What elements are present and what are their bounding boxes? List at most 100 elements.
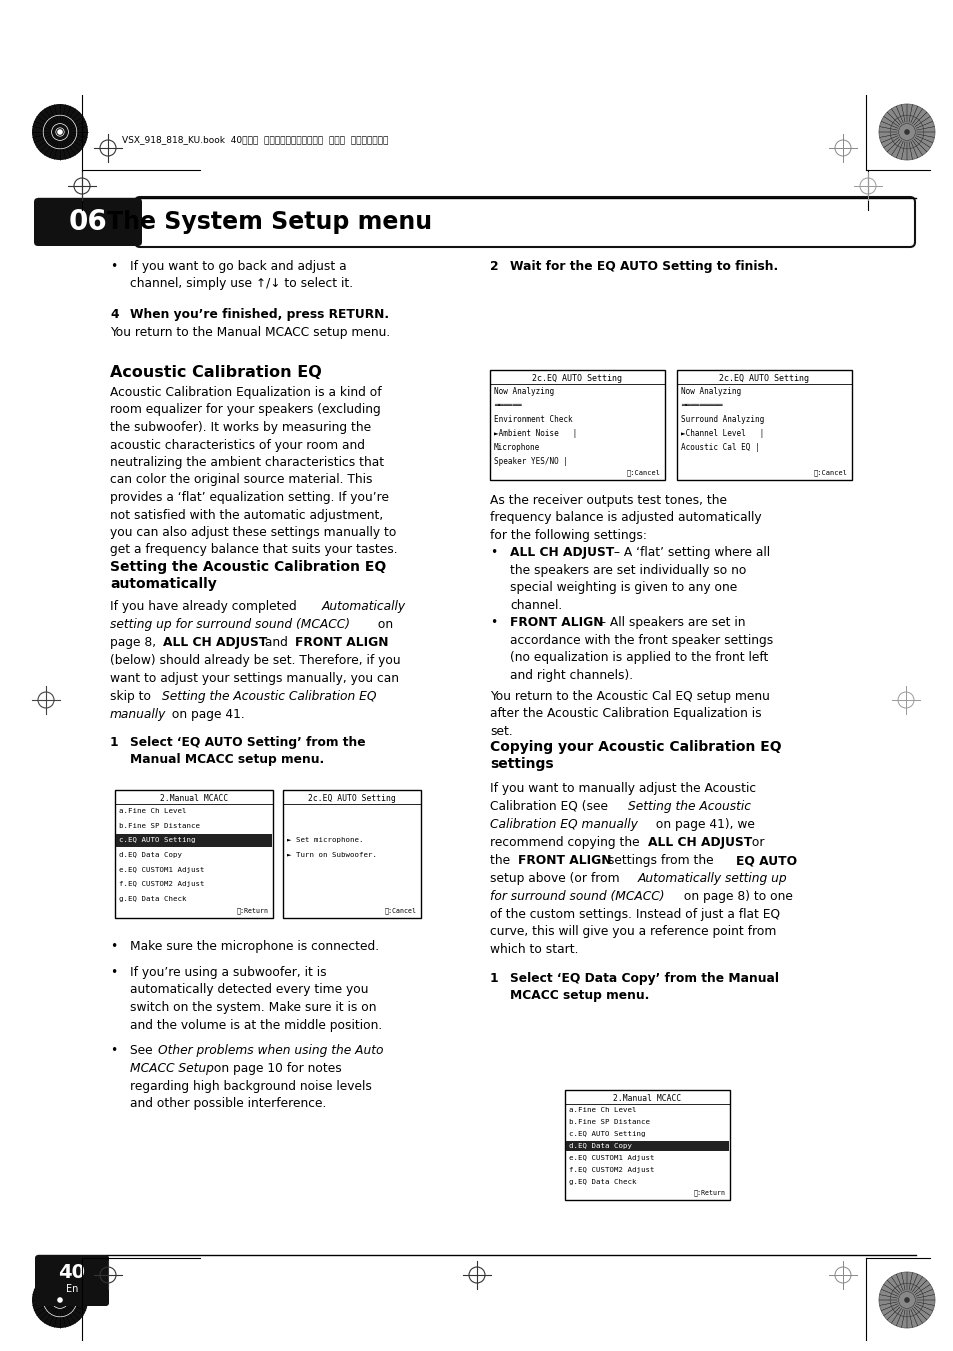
- Text: Acoustic Calibration Equalization is a kind of
room equalizer for your speakers : Acoustic Calibration Equalization is a k…: [110, 386, 397, 557]
- Text: Speaker YES/NO |: Speaker YES/NO |: [494, 457, 567, 466]
- Text: Wait for the EQ AUTO Setting to finish.: Wait for the EQ AUTO Setting to finish.: [510, 259, 778, 273]
- Text: If you want to go back and adjust a
channel, simply use ↑/↓ to select it.: If you want to go back and adjust a chan…: [130, 259, 353, 290]
- Text: •: •: [110, 940, 117, 952]
- Circle shape: [878, 104, 934, 159]
- Text: of the custom settings. Instead of just a flat EQ
curve, this will give you a re: of the custom settings. Instead of just …: [490, 908, 780, 957]
- Bar: [565, 1142, 728, 1151]
- Text: b.Fine SP Distance: b.Fine SP Distance: [119, 823, 200, 830]
- Text: g.EQ Data Check: g.EQ Data Check: [568, 1179, 636, 1185]
- Text: b.Fine SP Distance: b.Fine SP Distance: [568, 1119, 649, 1125]
- Text: •: •: [490, 616, 497, 630]
- Text: See: See: [130, 1044, 156, 1056]
- Text: Copying your Acoustic Calibration EQ
settings: Copying your Acoustic Calibration EQ set…: [490, 740, 781, 771]
- Text: Environment Check: Environment Check: [494, 415, 572, 423]
- Text: 2.Manual MCACC: 2.Manual MCACC: [160, 794, 228, 802]
- Text: 2c.EQ AUTO Setting: 2c.EQ AUTO Setting: [532, 374, 622, 382]
- Text: or: or: [747, 836, 763, 848]
- Text: the speakers are set individually so no
special weighting is given to any one
ch: the speakers are set individually so no …: [510, 563, 745, 612]
- Bar: [115, 790, 273, 917]
- Text: ══════: ══════: [494, 400, 521, 409]
- Text: ⥥:Return: ⥥:Return: [693, 1189, 725, 1196]
- Text: c.EQ AUTO Setting: c.EQ AUTO Setting: [568, 1131, 645, 1138]
- Text: EQ AUTO: EQ AUTO: [735, 854, 797, 867]
- Text: ►Channel Level   |: ►Channel Level |: [680, 428, 763, 438]
- Text: 2c.EQ AUTO Setting: 2c.EQ AUTO Setting: [719, 374, 809, 382]
- Text: Setting the Acoustic: Setting the Acoustic: [627, 800, 750, 813]
- Text: settings from the: settings from the: [603, 854, 717, 867]
- Text: and: and: [261, 636, 292, 648]
- Text: If you’re using a subwoofer, it is
automatically detected every time you
switch : If you’re using a subwoofer, it is autom…: [130, 966, 382, 1032]
- Text: Now Analyzing: Now Analyzing: [680, 386, 740, 396]
- Text: •: •: [110, 966, 117, 979]
- Text: want to adjust your settings manually, you can: want to adjust your settings manually, y…: [110, 671, 398, 685]
- Text: The System Setup menu: The System Setup menu: [108, 209, 432, 234]
- Text: d.EQ Data Copy: d.EQ Data Copy: [568, 1143, 631, 1148]
- Text: Acoustic Calibration EQ: Acoustic Calibration EQ: [110, 365, 321, 380]
- Text: ALL CH ADJUST: ALL CH ADJUST: [647, 836, 752, 848]
- FancyBboxPatch shape: [34, 199, 142, 246]
- Text: Now Analyzing: Now Analyzing: [494, 386, 554, 396]
- Text: Microphone: Microphone: [494, 443, 539, 451]
- Text: on: on: [374, 617, 393, 631]
- Text: Make sure the microphone is connected.: Make sure the microphone is connected.: [130, 940, 378, 952]
- Text: ALL CH ADJUST: ALL CH ADJUST: [163, 636, 267, 648]
- Text: •: •: [110, 1044, 117, 1056]
- Text: MCACC Setup: MCACC Setup: [130, 1062, 213, 1075]
- Text: FRONT ALIGN: FRONT ALIGN: [517, 854, 611, 867]
- Text: As the receiver outputs test tones, the
frequency balance is adjusted automatica: As the receiver outputs test tones, the …: [490, 494, 760, 542]
- Text: If you have already completed: If you have already completed: [110, 600, 300, 613]
- Text: – All speakers are set in: – All speakers are set in: [596, 616, 744, 630]
- Text: a.Fine Ch Level: a.Fine Ch Level: [568, 1106, 636, 1113]
- Text: VSX_918_818_KU.book  40ページ  ２００７年１１月２８日  水曜日  午後６時５８分: VSX_918_818_KU.book 40ページ ２００７年１１月２８日 水曜…: [122, 135, 388, 145]
- Text: 4: 4: [110, 308, 118, 322]
- Text: FRONT ALIGN: FRONT ALIGN: [294, 636, 388, 648]
- Text: FRONT ALIGN: FRONT ALIGN: [510, 616, 603, 630]
- FancyBboxPatch shape: [135, 197, 914, 247]
- Text: setting up for surround sound (MCACC): setting up for surround sound (MCACC): [110, 617, 350, 631]
- Text: Select ‘EQ AUTO Setting’ from the
Manual MCACC setup menu.: Select ‘EQ AUTO Setting’ from the Manual…: [130, 736, 365, 766]
- Text: recommend copying the: recommend copying the: [490, 836, 643, 848]
- Text: 1: 1: [110, 736, 118, 748]
- Text: ► Set microphone.: ► Set microphone.: [287, 838, 363, 843]
- Text: setup above (or from: setup above (or from: [490, 871, 623, 885]
- Text: ► Turn on Subwoofer.: ► Turn on Subwoofer.: [287, 852, 376, 858]
- Text: c.EQ AUTO Setting: c.EQ AUTO Setting: [119, 838, 195, 843]
- Text: 2c.EQ AUTO Setting: 2c.EQ AUTO Setting: [308, 794, 395, 802]
- Text: ⥥:Cancel: ⥥:Cancel: [813, 469, 847, 476]
- Text: regarding high background noise levels
and other possible interference.: regarding high background noise levels a…: [130, 1079, 372, 1111]
- Text: accordance with the front speaker settings
(no equalization is applied to the fr: accordance with the front speaker settin…: [510, 634, 773, 682]
- Text: 06: 06: [69, 208, 108, 236]
- Text: a.Fine Ch Level: a.Fine Ch Level: [119, 808, 186, 815]
- Text: ⥥:Cancel: ⥥:Cancel: [626, 469, 660, 476]
- Bar: [564, 1090, 729, 1200]
- Circle shape: [57, 1297, 63, 1302]
- Circle shape: [32, 1273, 88, 1328]
- Text: the: the: [490, 854, 514, 867]
- Text: on page 10 for notes: on page 10 for notes: [210, 1062, 341, 1075]
- Text: ALL CH ADJUST: ALL CH ADJUST: [510, 546, 614, 559]
- Text: f.EQ CUSTOM2 Adjust: f.EQ CUSTOM2 Adjust: [568, 1167, 654, 1173]
- Text: e.EQ CUSTOM1 Adjust: e.EQ CUSTOM1 Adjust: [119, 866, 204, 873]
- Text: Surround Analyzing: Surround Analyzing: [680, 415, 763, 423]
- Text: ►Ambient Noise   |: ►Ambient Noise |: [494, 428, 577, 438]
- Text: Automatically: Automatically: [322, 600, 406, 613]
- Circle shape: [903, 130, 909, 135]
- Text: ⥥:Return: ⥥:Return: [236, 908, 269, 915]
- Text: – A ‘flat’ setting where all: – A ‘flat’ setting where all: [609, 546, 769, 559]
- Text: page 8,: page 8,: [110, 636, 160, 648]
- Bar: [116, 834, 272, 847]
- FancyBboxPatch shape: [35, 1255, 109, 1306]
- Text: 2.Manual MCACC: 2.Manual MCACC: [613, 1094, 680, 1102]
- Text: d.EQ Data Copy: d.EQ Data Copy: [119, 852, 182, 858]
- Bar: [677, 370, 851, 480]
- Text: When you’re finished, press RETURN.: When you’re finished, press RETURN.: [130, 308, 389, 322]
- Text: ═════════: ═════════: [680, 400, 721, 409]
- Text: You return to the Manual MCACC setup menu.: You return to the Manual MCACC setup men…: [110, 326, 390, 339]
- Bar: [283, 790, 420, 917]
- Text: Calibration EQ manually: Calibration EQ manually: [490, 817, 638, 831]
- Text: manually: manually: [110, 708, 166, 721]
- Text: g.EQ Data Check: g.EQ Data Check: [119, 896, 186, 901]
- Text: 2: 2: [490, 259, 498, 273]
- Text: Acoustic Cal EQ |: Acoustic Cal EQ |: [680, 443, 759, 451]
- Text: f.EQ CUSTOM2 Adjust: f.EQ CUSTOM2 Adjust: [119, 881, 204, 888]
